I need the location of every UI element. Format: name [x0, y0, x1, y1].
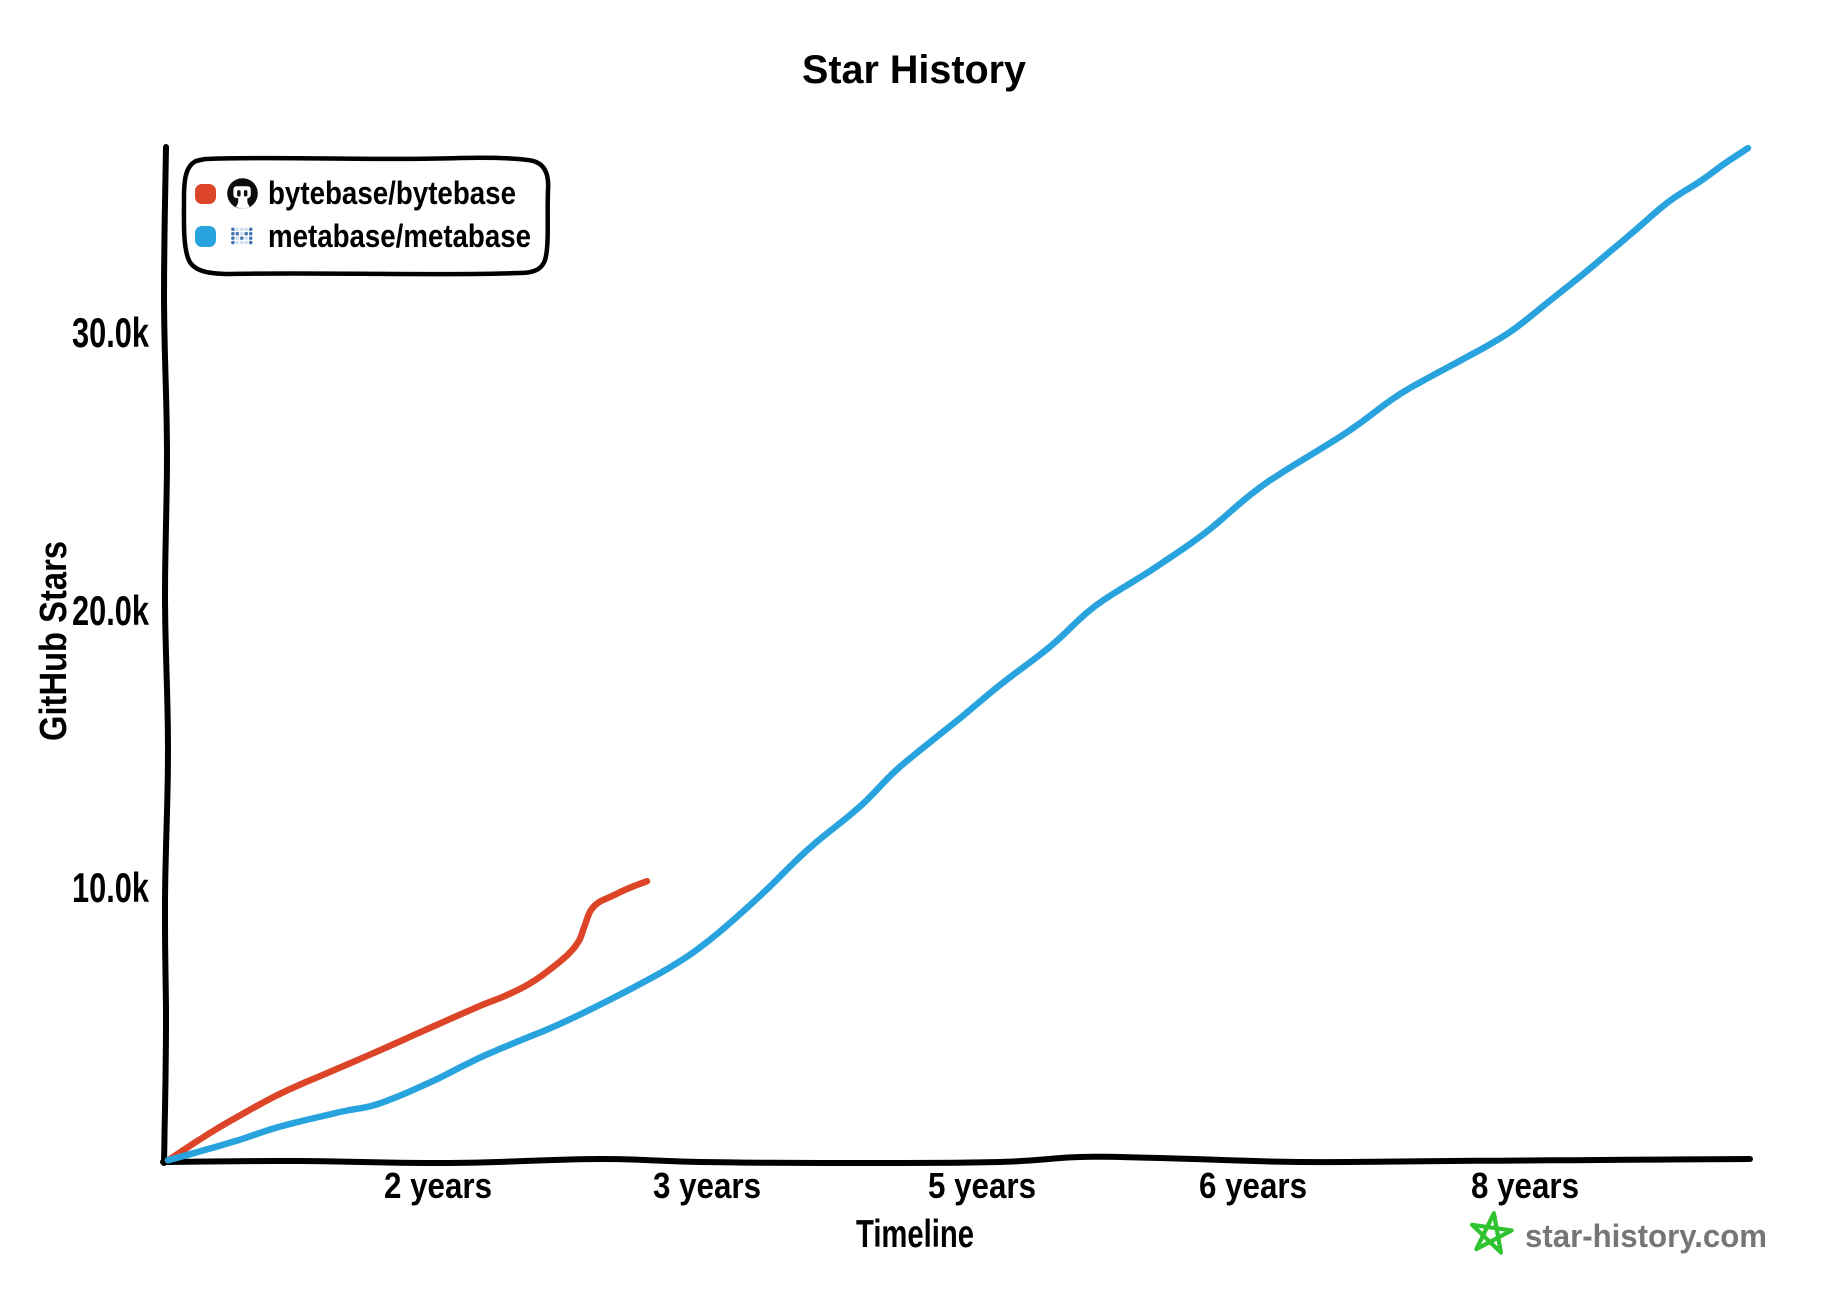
svg-text:8 years: 8 years [1471, 1165, 1579, 1206]
svg-text:5 years: 5 years [928, 1165, 1036, 1206]
svg-text:GitHub Stars: GitHub Stars [33, 541, 75, 741]
svg-text:Star History: Star History [802, 48, 1027, 92]
svg-text:metabase/metabase: metabase/metabase [268, 218, 531, 254]
svg-text:bytebase/bytebase: bytebase/bytebase [268, 175, 516, 211]
svg-text:10.0k: 10.0k [72, 864, 149, 911]
svg-text:star-history.com: star-history.com [1525, 1218, 1767, 1254]
svg-text:Timeline: Timeline [856, 1213, 974, 1256]
svg-text:6 years: 6 years [1199, 1165, 1307, 1206]
svg-text:20.0k: 20.0k [72, 587, 149, 634]
svg-text:2 years: 2 years [384, 1165, 492, 1206]
svg-text:3 years: 3 years [653, 1165, 761, 1206]
svg-text:30.0k: 30.0k [72, 309, 149, 356]
